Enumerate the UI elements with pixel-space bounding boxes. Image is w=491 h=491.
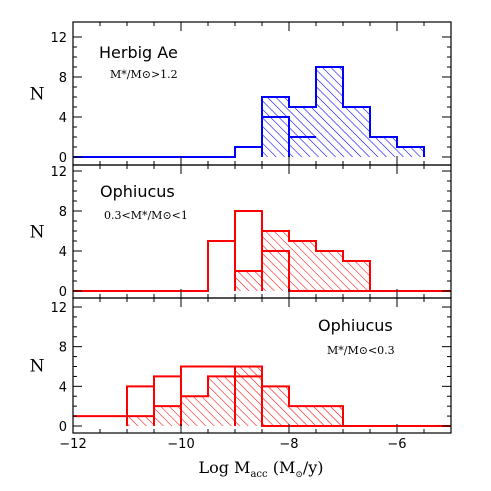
y-tick-label: 12	[50, 165, 67, 180]
y-axis-label: N	[30, 85, 45, 105]
y-tick-label: 4	[59, 380, 67, 395]
hatched-bar	[397, 147, 424, 157]
x-axis-label: Log Macc (M⊙/y)	[198, 458, 323, 480]
hatched-bar	[289, 241, 316, 291]
panel-title: Ophiucus	[318, 316, 393, 335]
hatched-bar	[316, 67, 343, 157]
y-axis-label: N	[30, 357, 45, 377]
x-tick-label: −10	[167, 437, 194, 452]
y-tick-label: 0	[59, 285, 67, 300]
x-tick-label: −6	[387, 437, 406, 452]
hatched-bar	[235, 271, 262, 291]
open-series-line	[73, 210, 451, 292]
hatched-bar	[370, 137, 397, 157]
hatched-bar	[343, 107, 370, 157]
hatched-bar	[208, 376, 235, 426]
hatched-bar	[316, 406, 343, 426]
hatched-bar	[154, 406, 181, 426]
hatched-bar	[181, 396, 208, 426]
hatched-series-outline	[261, 66, 425, 157]
hatched-bar	[262, 231, 289, 291]
x-tick-label: −12	[59, 437, 86, 452]
panel-subtitle: M*/M⊙<0.3	[327, 344, 395, 357]
y-tick-label: 12	[50, 31, 67, 46]
y-tick-label: 0	[59, 151, 67, 166]
y-tick-label: 8	[59, 71, 67, 86]
hatched-bar	[316, 251, 343, 291]
hatched-bar	[262, 386, 289, 426]
hatched-bar	[289, 406, 316, 426]
y-tick-label: 12	[50, 301, 67, 316]
open-series-line	[73, 116, 316, 158]
y-tick-label: 4	[59, 111, 67, 126]
y-tick-label: 8	[59, 341, 67, 356]
y-tick-label: 0	[59, 420, 67, 435]
open-series-line	[73, 365, 451, 427]
panel-3: 0 4 8 12 N Ophiucus M*/M⊙<0.3	[30, 297, 452, 435]
panel-subtitle: M*/M⊙>1.2	[110, 68, 178, 81]
y-tick-label: 8	[59, 205, 67, 220]
y-axis-label: N	[30, 223, 45, 243]
panel-1: 0 4 8 12 N Herbig Ae M*/M⊙>1.2	[30, 21, 452, 166]
hatched-series-outline	[234, 230, 371, 291]
panel-2: 0 4 8 12 N Ophiucus 0.3<M*/M⊙<1	[30, 164, 452, 300]
panel-subtitle: 0.3<M*/M⊙<1	[104, 209, 188, 222]
panel-title: Herbig Ae	[99, 43, 178, 62]
hatched-bar	[127, 416, 154, 426]
x-tick-labels: −12 −10 −8 −6	[59, 437, 406, 452]
panel-title: Ophiucus	[100, 182, 175, 201]
hatched-bar	[289, 107, 316, 157]
hatched-bar	[343, 261, 370, 291]
x-tick-label: −8	[279, 437, 298, 452]
y-tick-label: 4	[59, 245, 67, 260]
hatched-bar	[262, 97, 289, 157]
